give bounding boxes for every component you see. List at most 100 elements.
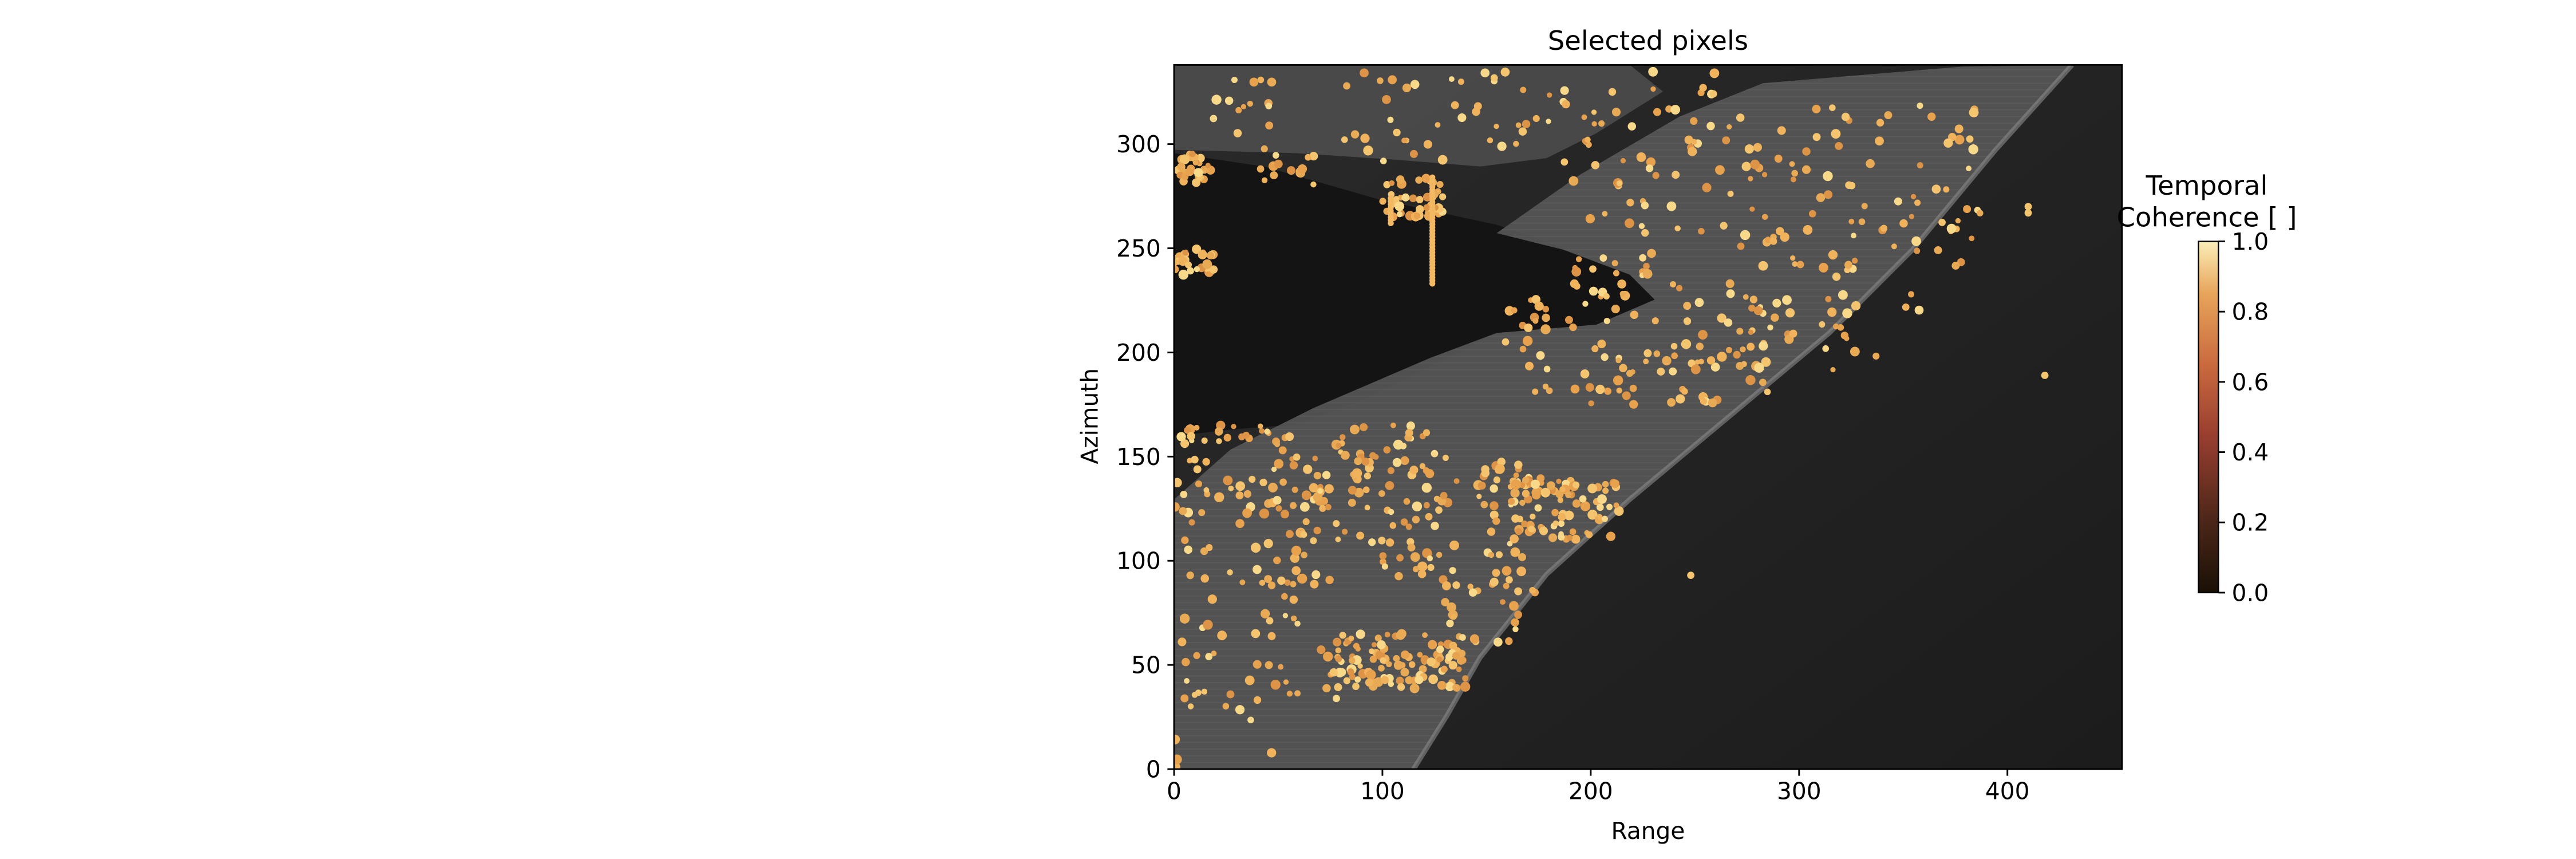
scatter-point — [1667, 398, 1676, 407]
scatter-point — [1446, 619, 1454, 628]
scatter-point — [1313, 492, 1323, 502]
scatter-point — [1837, 324, 1844, 331]
scatter-point — [1772, 298, 1781, 308]
scatter-point — [1349, 657, 1356, 664]
scatter-point — [1508, 498, 1515, 505]
scatter-point — [1242, 508, 1252, 518]
scatter-point — [1902, 303, 1910, 311]
scatter-point — [1174, 478, 1182, 487]
scatter-point — [1388, 75, 1397, 85]
scatter-point — [1789, 329, 1797, 338]
scatter-point — [1184, 427, 1191, 434]
scatter-point — [1626, 199, 1634, 207]
scatter-point — [1193, 465, 1202, 474]
scatter-point — [1235, 481, 1246, 491]
scatter-point — [1585, 383, 1594, 392]
scatter-point — [1396, 175, 1405, 184]
scatter-point — [1761, 172, 1768, 178]
scatter-point — [1207, 251, 1215, 259]
scatter-point — [1322, 684, 1331, 693]
scatter-point — [1513, 472, 1519, 478]
scatter-point — [1297, 573, 1307, 584]
scatter-point — [1515, 122, 1522, 128]
scatter-point — [1559, 486, 1566, 492]
scatter-point — [1938, 218, 1946, 226]
scatter-point — [1690, 139, 1697, 145]
scatter-point — [1542, 306, 1550, 313]
scatter-point — [1437, 155, 1448, 165]
scatter-point — [1301, 551, 1307, 558]
scatter-point — [1174, 258, 1178, 267]
scatter-point — [1317, 488, 1323, 494]
scatter-point — [1782, 295, 1792, 305]
scatter-point — [1423, 429, 1431, 436]
scatter-point — [1396, 676, 1404, 685]
scatter-point — [1217, 631, 1227, 641]
scatter-point — [1289, 502, 1297, 509]
scatter-point — [1442, 581, 1451, 590]
y-tick-label: 150 — [1116, 443, 1161, 471]
scatter-point — [1385, 481, 1394, 490]
scatter-point — [1343, 677, 1350, 684]
scatter-point — [1216, 438, 1222, 444]
scatter-point — [1522, 490, 1530, 498]
scatter-point — [1423, 204, 1431, 211]
scatter-point — [1389, 180, 1395, 186]
scatter-point — [1329, 668, 1338, 677]
scatter-point — [1259, 509, 1270, 519]
scatter-point — [1289, 461, 1298, 470]
scatter-point — [1596, 503, 1604, 511]
scatter-point — [1259, 478, 1267, 487]
scatter-point — [1736, 113, 1745, 122]
scatter-point — [1844, 261, 1852, 269]
scatter-point — [1270, 679, 1281, 690]
scatter-point — [1579, 495, 1587, 503]
scatter-point — [1591, 161, 1600, 170]
y-tick-label: 250 — [1116, 235, 1161, 262]
scatter-point — [1927, 112, 1936, 121]
scatter-point — [1423, 140, 1432, 149]
scatter-point — [1360, 423, 1368, 431]
scatter-point — [1388, 509, 1394, 515]
scatter-point — [1511, 307, 1518, 314]
scatter-point — [1754, 362, 1764, 373]
scatter-point — [1184, 545, 1192, 554]
scatter-point — [1619, 290, 1626, 297]
scatter-point — [1435, 188, 1441, 195]
scatter-point — [1500, 599, 1506, 605]
scatter-point — [1352, 683, 1360, 690]
scatter-point — [1511, 514, 1520, 523]
scatter-point — [1785, 308, 1795, 318]
scatter-point — [1477, 481, 1486, 490]
scatter-point — [1180, 439, 1190, 448]
scatter-point — [1702, 183, 1712, 192]
scatter-point — [1468, 588, 1477, 597]
scatter-point — [1492, 569, 1500, 577]
scatter-point — [1840, 332, 1849, 340]
scatter-point — [1291, 486, 1298, 493]
scatter-point — [1694, 298, 1704, 308]
scatter-point — [1858, 218, 1866, 226]
y-tick-label: 200 — [1116, 339, 1161, 367]
scatter-point — [1761, 357, 1771, 367]
scatter-point — [1780, 232, 1789, 242]
scatter-point — [1816, 193, 1826, 202]
scatter-point — [1309, 152, 1318, 161]
scatter-point — [1672, 171, 1680, 179]
scatter-point — [1604, 387, 1612, 395]
colorbar-tick-label: 1.0 — [2232, 228, 2269, 255]
colorbar-title-line1: Temporal — [2146, 170, 2268, 201]
scatter-point — [1412, 515, 1420, 523]
scatter-point — [1894, 197, 1902, 206]
scatter-point — [1589, 265, 1597, 273]
scatter-point — [1480, 501, 1488, 509]
scatter-point — [1684, 135, 1693, 144]
scatter-point — [1643, 358, 1649, 365]
scatter-point — [1192, 178, 1201, 187]
scatter-point — [1393, 128, 1401, 137]
scatter-point — [1441, 598, 1449, 606]
scatter-point — [1198, 509, 1206, 517]
scatter-point — [1267, 581, 1276, 589]
scatter-point — [1610, 479, 1619, 488]
scatter-point — [1364, 472, 1371, 480]
